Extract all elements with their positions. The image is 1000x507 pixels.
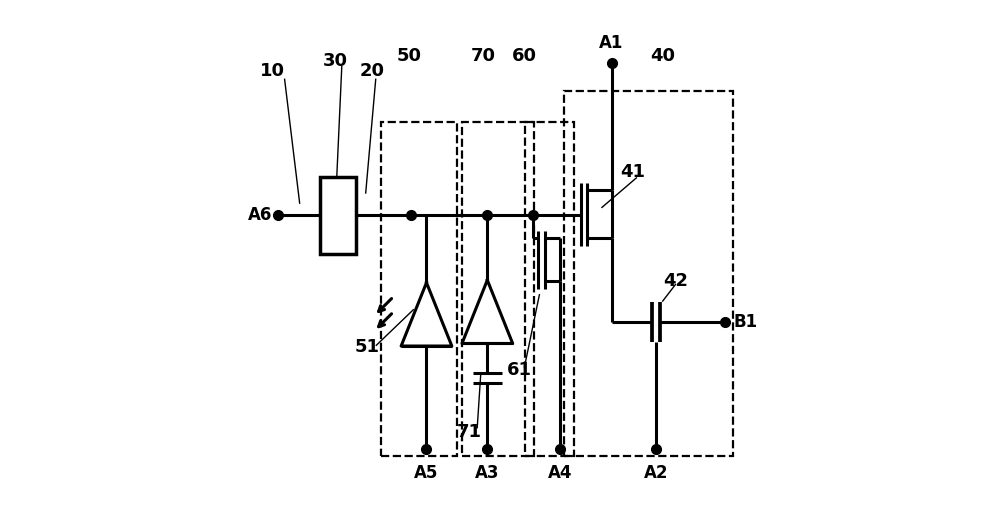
Bar xyxy=(320,177,356,254)
Text: A5: A5 xyxy=(414,464,439,482)
Text: 51: 51 xyxy=(355,338,380,356)
Text: 50: 50 xyxy=(396,47,421,65)
Text: 41: 41 xyxy=(620,163,645,182)
Text: B1: B1 xyxy=(734,313,758,331)
Text: 30: 30 xyxy=(323,52,348,70)
Text: A6: A6 xyxy=(247,206,272,225)
Text: A2: A2 xyxy=(644,464,668,482)
Text: 70: 70 xyxy=(471,47,496,65)
Bar xyxy=(381,122,457,456)
Text: 10: 10 xyxy=(260,62,285,80)
Text: A4: A4 xyxy=(548,464,572,482)
Text: 61: 61 xyxy=(507,361,532,379)
Bar xyxy=(462,122,534,456)
Text: 71: 71 xyxy=(457,423,482,441)
Bar xyxy=(564,91,733,456)
Bar xyxy=(525,122,574,456)
Text: A3: A3 xyxy=(475,464,500,482)
Text: A1: A1 xyxy=(599,34,624,52)
Text: 20: 20 xyxy=(360,62,385,80)
Text: 60: 60 xyxy=(512,47,537,65)
Text: 40: 40 xyxy=(650,47,675,65)
Text: 42: 42 xyxy=(663,272,688,291)
